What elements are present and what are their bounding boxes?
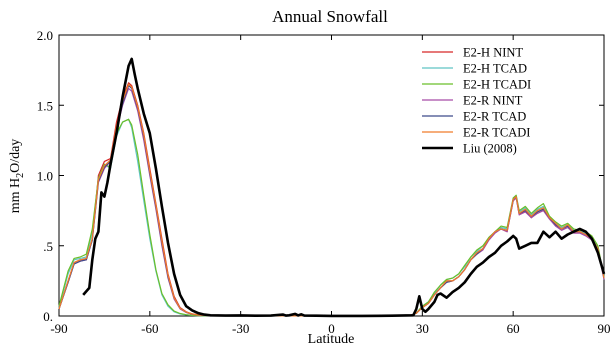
y-tick-label: 1.5 [37, 98, 53, 113]
legend-label: E2-H TCADI [463, 78, 531, 92]
x-tick-label: 60 [507, 321, 520, 336]
y-tick-label: .5 [43, 239, 53, 254]
series-line-liu-2008 [82, 57, 606, 318]
chart-title: Annual Snowfall [272, 7, 388, 26]
legend-label: E2-R TCADI [463, 126, 530, 140]
x-axis-ticks: -90 -60 -30 0 30 60 90 [50, 35, 610, 336]
y-axis-ticks: 0. .5 1.0 1.5 2.0 [37, 28, 604, 324]
x-axis-label: Latitude [308, 332, 355, 347]
series-line-e2-h-tcadi [58, 118, 605, 317]
legend-label: E2-R NINT [463, 94, 523, 108]
legend-label: E2-R TCAD [463, 110, 526, 124]
series-line-e2-h-tcad [58, 118, 605, 317]
x-tick-label: 90 [598, 321, 610, 336]
x-tick-label: -90 [50, 321, 67, 336]
legend-label: E2-H TCAD [463, 62, 527, 76]
x-tick-label: 0 [328, 321, 335, 336]
legend: E2-H NINT E2-H TCAD E2-H TCADI E2-R NINT E2-… [422, 46, 531, 156]
y-tick-label: 0. [43, 309, 53, 324]
x-tick-label: -30 [232, 321, 249, 336]
x-tick-label: -60 [141, 321, 158, 336]
legend-label: E2-H NINT [463, 46, 523, 60]
series-line-e2-r-tcadi [58, 83, 605, 317]
plot-area: -90 -60 -30 0 30 60 90 0. .5 1.0 1.5 2.0 [37, 28, 610, 336]
y-tick-label: 1.0 [37, 169, 53, 184]
legend-label: Liu (2008) [463, 142, 517, 156]
y-axis-label: mm H2O/day [8, 139, 26, 214]
y-tick-label: 2.0 [37, 28, 53, 43]
x-tick-label: 30 [416, 321, 429, 336]
